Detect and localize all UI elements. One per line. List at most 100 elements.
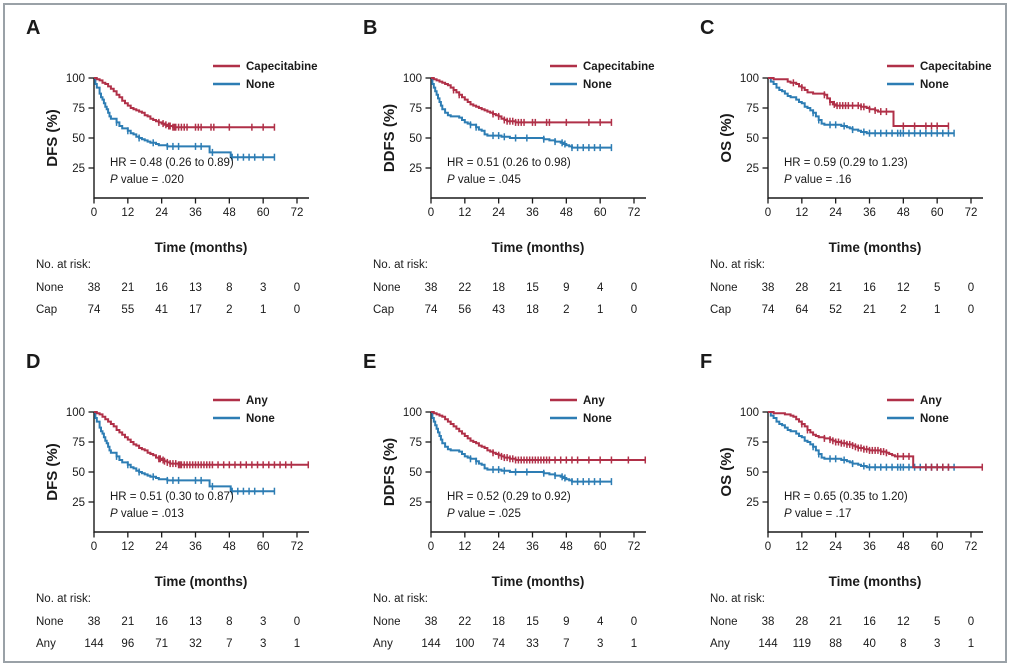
y-tick-label: 50 (409, 467, 422, 479)
risk-count: 144 (421, 638, 441, 650)
panel-letter: F (700, 351, 712, 373)
x-tick-label: 60 (594, 541, 607, 553)
legend-label-none: None (583, 413, 612, 425)
risk-count: 38 (88, 282, 101, 294)
y-tick-label: 25 (409, 163, 422, 175)
x-tick-label: 24 (829, 207, 842, 219)
y-axis-title: DDFS (%) (381, 438, 398, 506)
risk-count: 13 (189, 616, 202, 628)
risk-count: 15 (526, 282, 539, 294)
y-tick-label: 50 (746, 133, 759, 145)
x-tick-label: 60 (257, 207, 270, 219)
y-axis-title: DFS (%) (44, 109, 61, 167)
panel-A: A DFS (%) 25 50 75 100 0 12 24 36 48 60 72 Time (mont… (0, 2, 336, 332)
risk-count: 3 (260, 616, 266, 628)
x-tick-label: 72 (628, 541, 641, 553)
risk-count: 12 (897, 282, 910, 294)
risk-count: 41 (155, 304, 168, 316)
capecitabine-censor-marks (452, 86, 613, 126)
risk-row-label: Any (36, 638, 56, 650)
risk-count: 28 (795, 282, 808, 294)
risk-table-header: No. at risk: (373, 593, 428, 605)
risk-count: 4 (597, 616, 604, 628)
risk-count: 74 (88, 304, 101, 316)
x-tick-label: 24 (492, 541, 505, 553)
risk-count: 32 (189, 638, 202, 650)
y-tick-label: 100 (740, 407, 759, 419)
risk-count: 17 (189, 304, 202, 316)
y-tick-label: 50 (409, 133, 422, 145)
legend-label-any: Any (246, 395, 268, 407)
risk-count: 1 (597, 304, 603, 316)
risk-count: 56 (458, 304, 471, 316)
risk-count: 38 (425, 282, 438, 294)
capecitabine-censor-marks (792, 79, 950, 130)
x-tick-label: 12 (795, 541, 808, 553)
x-tick-label: 60 (594, 207, 607, 219)
any-survival-curve (431, 411, 646, 461)
risk-count: 21 (863, 304, 876, 316)
risk-count: 0 (294, 616, 300, 628)
risk-count: 12 (897, 616, 910, 628)
risk-table-header: No. at risk: (373, 259, 428, 271)
risk-count: 0 (631, 616, 637, 628)
any-survival-curve (94, 411, 309, 466)
x-tick-label: 72 (965, 541, 978, 553)
x-tick-label: 0 (765, 207, 771, 219)
risk-count: 2 (900, 304, 906, 316)
panel-C: C OS (%) 25 50 75 100 0 12 24 36 48 60 72 Time (month… (674, 2, 1010, 332)
x-tick-label: 12 (458, 207, 471, 219)
risk-count: 0 (968, 616, 974, 628)
risk-count: 21 (829, 282, 842, 294)
risk-count: 1 (934, 304, 940, 316)
risk-count: 9 (563, 616, 569, 628)
x-tick-label: 48 (223, 541, 236, 553)
legend-label-any: Any (920, 395, 942, 407)
x-tick-label: 48 (223, 207, 236, 219)
risk-count: 3 (260, 638, 266, 650)
hr-annotation: HR = 0.59 (0.29 to 1.23) (784, 157, 908, 169)
x-tick-label: 0 (765, 541, 771, 553)
legend-label-any: Any (583, 395, 605, 407)
x-tick-label: 36 (189, 541, 202, 553)
x-tick-label: 24 (492, 207, 505, 219)
hr-annotation: HR = 0.52 (0.29 to 0.92) (447, 491, 571, 503)
legend-label-none: None (920, 79, 949, 91)
risk-count: 2 (226, 304, 232, 316)
risk-row-label: None (36, 616, 64, 628)
risk-count: 18 (526, 304, 539, 316)
none-censor-marks (812, 109, 955, 137)
risk-count: 0 (294, 304, 300, 316)
hr-annotation: HR = 0.51 (0.26 to 0.98) (447, 157, 571, 169)
panel-F: F OS (%) 25 50 75 100 0 12 24 36 48 60 72 Time (month… (674, 336, 1010, 666)
risk-count: 55 (121, 304, 134, 316)
risk-count: 40 (863, 638, 876, 650)
x-tick-label: 60 (931, 541, 944, 553)
x-tick-label: 60 (257, 541, 270, 553)
x-tick-label: 48 (560, 541, 573, 553)
risk-row-label: None (710, 616, 738, 628)
risk-row-label: Cap (373, 304, 394, 316)
risk-count: 38 (425, 616, 438, 628)
risk-count: 0 (968, 304, 974, 316)
risk-count: 74 (425, 304, 438, 316)
capecitabine-censor-marks (158, 118, 276, 131)
risk-count: 1 (631, 638, 637, 650)
y-tick-label: 25 (746, 163, 759, 175)
capecitabine-survival-curve (768, 77, 949, 127)
y-tick-label: 75 (409, 437, 422, 449)
none-censor-marks (469, 121, 613, 152)
y-tick-label: 75 (746, 103, 759, 115)
y-axis-title: OS (%) (718, 113, 735, 162)
y-tick-label: 50 (746, 467, 759, 479)
risk-row-label: Any (710, 638, 730, 650)
x-tick-label: 48 (560, 207, 573, 219)
risk-count: 13 (189, 282, 202, 294)
x-tick-label: 12 (121, 541, 134, 553)
risk-count: 74 (492, 638, 505, 650)
x-axis-title: Time (months) (829, 574, 922, 589)
x-tick-label: 72 (291, 541, 304, 553)
x-axis-title: Time (months) (155, 240, 248, 255)
